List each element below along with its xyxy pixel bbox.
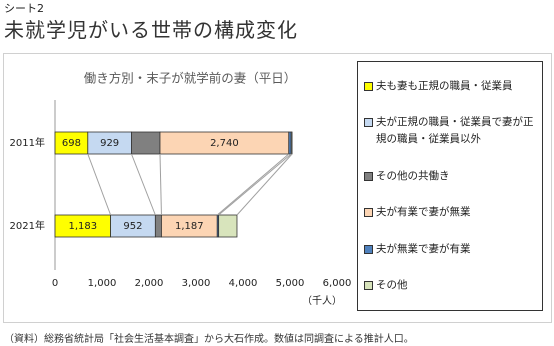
bar-segment: [154, 214, 162, 238]
x-axis-label: （千人）: [302, 295, 342, 307]
x-tick-label: 1,000: [88, 278, 117, 289]
value-label: 929: [100, 138, 119, 149]
series-line: [216, 153, 290, 216]
x-tick-label: 2,000: [135, 278, 164, 289]
value-label: 1,187: [175, 221, 204, 232]
x-tick-label: 4,000: [229, 278, 258, 289]
legend-label: 夫が有業で妻が無業: [376, 206, 471, 219]
legend-item: その他: [364, 277, 536, 294]
legend-item: 夫も妻も正規の職員・従業員: [364, 78, 536, 95]
value-label: 2,740: [210, 138, 239, 149]
y-tick-label: 2021年: [10, 219, 45, 232]
bar-segment: [218, 214, 238, 238]
x-tick-label: 3,000: [182, 278, 211, 289]
legend-label: 夫が正規の職員・従業員で妻が正規の職員・従業員以外: [376, 116, 534, 146]
value-label: 952: [123, 221, 142, 232]
x-tick-label: 6,000: [323, 278, 352, 289]
legend-label: 夫が無業で妻が有業: [376, 242, 471, 255]
legend: 夫も妻も正規の職員・従業員夫が正規の職員・従業員で妻が正規の職員・従業員以外その…: [357, 61, 543, 311]
legend-item: その他の共働き: [364, 168, 536, 185]
legend-label: 夫も妻も正規の職員・従業員: [376, 79, 513, 92]
chart-title: 働き方別・末子が就学前の妻（平日）: [84, 71, 297, 86]
y-tick-label: 2011年: [10, 136, 45, 149]
legend-item: 夫が正規の職員・従業員で妻が正規の職員・従業員以外: [364, 114, 536, 148]
series-line: [159, 153, 162, 216]
sheet-label: シート2: [4, 2, 44, 15]
series-line: [236, 153, 293, 216]
series-line: [87, 153, 112, 216]
legend-marker: [364, 171, 373, 181]
source-note: （資料）総務省統計局「社会生活基本調査」から大石作成。数値は同調査による推計人口…: [4, 334, 414, 345]
legend-marker: [364, 118, 373, 128]
series-line: [131, 153, 156, 216]
page-title: 未就学児がいる世帯の構成変化: [4, 18, 298, 42]
value-label: 1,183: [68, 221, 97, 232]
x-tick-label: 5,000: [276, 278, 305, 289]
legend-label: その他: [376, 279, 408, 292]
legend-marker: [364, 81, 373, 91]
legend-marker: [364, 244, 373, 254]
legend-label: その他の共働き: [376, 169, 450, 182]
legend-marker: [364, 281, 373, 291]
legend-item: 夫が無業で妻が有業: [364, 241, 536, 258]
legend-item: 夫が有業で妻が無業: [364, 204, 536, 221]
series-line: [218, 153, 292, 216]
legend-marker: [364, 208, 373, 218]
bar-segment: [131, 131, 161, 155]
x-tick-label: 0: [52, 278, 58, 289]
bar-segment: [290, 131, 293, 155]
chart-frame: [3, 53, 552, 323]
value-label: 698: [62, 138, 81, 149]
